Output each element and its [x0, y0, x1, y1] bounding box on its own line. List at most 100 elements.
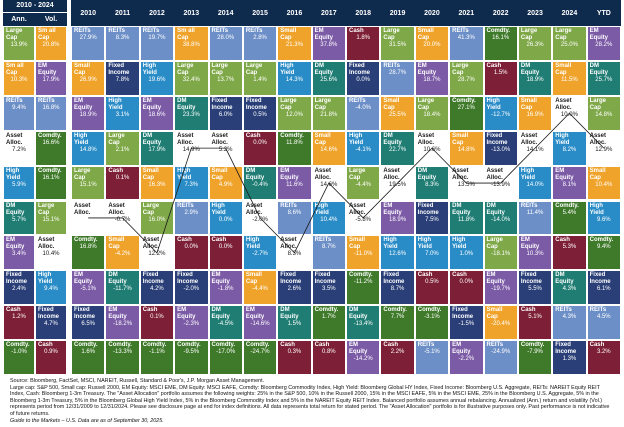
year-cell: High Yield 3.1%	[105, 95, 140, 131]
year-cell: EM Equity 8.1%	[552, 165, 587, 201]
year-cell: Large Cap 1.4%	[242, 60, 278, 96]
year-cell: Asset Alloc. 13.5%	[449, 165, 484, 201]
asset-label: Comdty.	[417, 307, 442, 314]
asset-label: EM Equity	[383, 202, 402, 216]
summary-cell: DM Equity 5.7%	[3, 200, 35, 236]
year-cell: Comdty. -3.1%	[414, 305, 450, 341]
year-cell: Fixed Income -13.0%	[483, 130, 518, 166]
asset-label: Large Cap	[245, 62, 263, 76]
return-value: 5.4%	[562, 209, 577, 216]
asset-label: DM Equity	[108, 272, 127, 286]
year-cell: Large Cap 16.0%	[139, 200, 175, 236]
asset-label: REITs	[280, 202, 297, 209]
return-value: 18.9%	[389, 216, 407, 223]
year-cell: EM Equity 18.9%	[71, 95, 106, 131]
return-value: -1.8%	[217, 286, 234, 293]
return-value: 13.9%	[10, 42, 28, 48]
asset-label: High Yield	[383, 237, 398, 251]
return-value: 11.5%	[561, 76, 578, 83]
year-cell: High Yield 9.6%	[586, 200, 621, 236]
year-cell: Comdty. 7.7%	[380, 305, 415, 341]
return-value: 9.4%	[44, 286, 58, 293]
year-cell: Small Cap 26.9%	[71, 60, 106, 96]
asset-label: Fixed Income	[589, 272, 611, 286]
asset-label: High Yield	[38, 272, 53, 286]
asset-label: Asset Alloc.	[74, 202, 91, 216]
summary-cell: High Yield 5.9%	[3, 165, 35, 201]
asset-label: Large Cap	[383, 28, 400, 41]
return-value: 27.1%	[457, 104, 475, 111]
summary-cell: Comdty. 16.1%	[35, 165, 67, 201]
return-value: -1.5%	[458, 321, 475, 328]
asset-label: Cash	[280, 342, 295, 349]
return-value: 28.7%	[389, 69, 407, 76]
asset-label: Asset Alloc.	[555, 97, 572, 111]
year-cell: High Yield 10.4%	[311, 200, 346, 236]
asset-label: Cash	[211, 237, 227, 244]
year-cell: Cash 0.1%	[139, 305, 175, 341]
asset-label: High Yield	[520, 167, 535, 181]
asset-label: Comdty.	[314, 307, 339, 314]
year-cell: Fixed Income 6.0%	[208, 95, 243, 131]
year-cell: Comdty. 27.1%	[449, 95, 484, 131]
year-cell: Large Cap 2.1%	[105, 130, 140, 166]
return-value: 13.7%	[217, 76, 235, 83]
asset-label: Fixed Income	[417, 202, 439, 216]
asset-label: Asset Alloc.	[177, 132, 194, 146]
summary-cell: Large Cap 13.9%	[3, 26, 35, 61]
return-value: -1.0%	[11, 349, 27, 356]
return-value: -4.0%	[355, 104, 372, 111]
year-cell: Fixed Income 5.5%	[517, 270, 553, 306]
return-value: 37.8%	[320, 42, 338, 48]
return-value: 3.4%	[12, 251, 26, 258]
asset-label: Asset Alloc.	[108, 202, 125, 216]
asset-label: DM Equity	[314, 62, 333, 76]
summary-cell: Sm all Cap 10.3%	[3, 60, 35, 96]
return-value: 11.6%	[286, 181, 303, 188]
return-value: 0.0%	[459, 279, 474, 286]
asset-label: DM Equity	[417, 167, 437, 181]
year-cell: REITs 8.3%	[105, 26, 140, 61]
year-cell: REITs 11.4%	[517, 200, 553, 236]
year-cell: Asset Alloc. 14.1%	[517, 130, 553, 166]
asset-label: REITs	[245, 28, 263, 34]
footnote: Source: Bloomberg, FactSet, MSCI, NAREIT…	[10, 378, 614, 424]
return-value: 8.3%	[425, 181, 439, 188]
asset-label: REITs	[555, 307, 572, 314]
asset-label: Comdty.	[142, 342, 167, 349]
asset-label: Sm all Cap	[177, 28, 195, 41]
year-cell: Fixed Income 4.2%	[139, 270, 175, 306]
return-value: 1.8%	[356, 35, 371, 41]
year-cell: Comdty. 1.6%	[71, 340, 106, 375]
return-value: 0.0%	[356, 76, 371, 83]
return-value: 15.1%	[79, 181, 97, 188]
asset-label: Fixed Income	[314, 272, 336, 286]
return-value: 2.6%	[287, 286, 302, 293]
year-cell: EM Equity 28.2%	[586, 26, 621, 61]
year-cell: Large Cap -18.1%	[483, 235, 518, 271]
asset-label: Small Cap	[108, 237, 125, 251]
year-cell: Large Cap 21.8%	[311, 95, 346, 131]
return-value: 13.5%	[457, 181, 475, 188]
asset-label: Cash	[555, 237, 570, 244]
asset-label: REITs	[486, 342, 504, 349]
asset-label: EM Equity	[314, 28, 333, 41]
asset-label: EM Equity	[74, 97, 93, 111]
asset-label: Small Cap	[245, 272, 262, 286]
summary-cell: EM Equity 3.4%	[3, 235, 35, 271]
year-cell: REITs 2.8%	[242, 26, 278, 61]
return-value: 7.7%	[390, 314, 405, 321]
return-value: 10.4%	[320, 216, 338, 223]
year-cell: Cash 0.3%	[277, 340, 312, 375]
asset-label: EM Equity	[108, 307, 127, 321]
year-cell: Asset Alloc. 14.6%	[311, 165, 346, 201]
summary-cell: Comdty. -1.0%	[3, 340, 35, 375]
header-year-2012: 2012	[139, 0, 175, 26]
return-value: 18.4%	[423, 111, 441, 118]
asset-label: DM Equity	[520, 62, 540, 76]
asset-label: DM Equity	[555, 272, 574, 286]
year-cell: Small Cap -4.2%	[105, 235, 140, 271]
year-cell: Large Cap 13.7%	[208, 60, 243, 96]
year-cell: Fixed Income 2.6%	[277, 270, 312, 306]
return-value: 4.5%	[596, 314, 611, 321]
